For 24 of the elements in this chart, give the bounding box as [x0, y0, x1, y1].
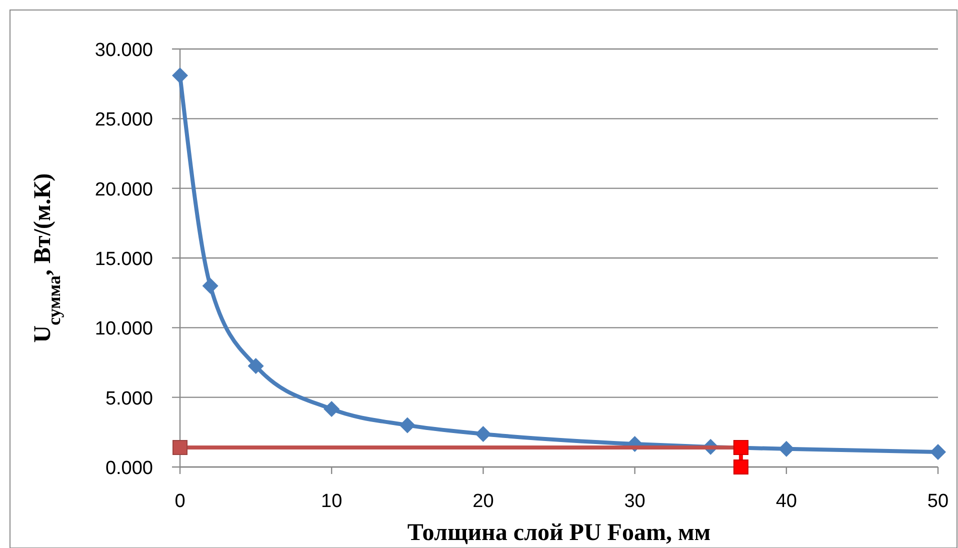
y-tick-label: 30.000	[94, 40, 153, 61]
x-tick-label: 0	[174, 491, 186, 512]
point	[248, 358, 264, 374]
point	[172, 67, 188, 84]
point	[202, 278, 218, 294]
y-tick-label: 25.000	[94, 110, 153, 131]
point	[733, 460, 748, 474]
point	[778, 440, 794, 457]
point	[399, 417, 416, 434]
y-tick-label: 15.000	[94, 249, 153, 270]
x-tick-label: 20	[472, 491, 494, 512]
point	[475, 426, 492, 442]
point	[930, 444, 946, 460]
x-tick-label: 40	[776, 491, 797, 512]
point	[324, 401, 340, 418]
x-tick-label: 30	[624, 491, 646, 512]
y-tick-label: 5.000	[105, 388, 153, 410]
y-tick-label: 20.000	[94, 179, 153, 200]
y-tick-label: 0.000	[105, 458, 153, 479]
x-tick-label: 50	[927, 491, 949, 512]
y-tick-label: 10.000	[94, 318, 153, 340]
point	[172, 440, 188, 455]
x-axis-title: Толщина слой PU Foam, мм	[407, 520, 711, 546]
x-tick-label: 10	[321, 491, 342, 512]
